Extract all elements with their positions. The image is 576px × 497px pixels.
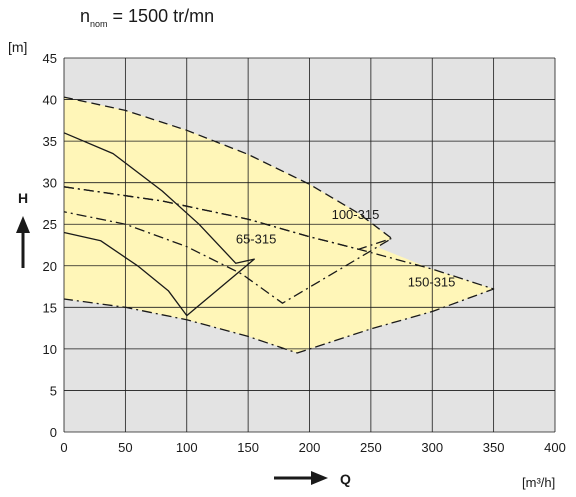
title-subscript: nom [90, 19, 108, 29]
x-tick-label: 50 [118, 440, 132, 455]
series-line-65-315 [63, 132, 255, 317]
x-axis-label: Q [340, 471, 351, 487]
y-axis-arrow-head [16, 216, 30, 233]
y-tick-label: 5 [50, 383, 57, 398]
y-tick-label: 40 [43, 93, 57, 108]
series-line-150-315 [63, 186, 495, 354]
x-tick-label: 400 [544, 440, 566, 455]
axis-labels: [m] H Q [m³/h] [8, 39, 555, 490]
chart-title: nnom = 1500 tr/mn [80, 6, 215, 29]
x-tick-label: 150 [237, 440, 259, 455]
series-label-100-315: 100-315 [332, 207, 380, 222]
title-symbol: n [80, 6, 91, 26]
y-tick-label: 25 [43, 217, 57, 232]
x-axis-arrow-head [311, 471, 328, 485]
operating-region-fill [64, 97, 494, 353]
title-text: = 1500 tr/mn [107, 6, 215, 26]
x-tick-label: 250 [360, 440, 382, 455]
series-label-65-315: 65-315 [236, 231, 276, 246]
y-axis-label: H [18, 190, 28, 206]
y-tick-label: 15 [43, 300, 57, 315]
y-tick-label: 0 [50, 425, 57, 440]
y-tick-label: 20 [43, 259, 57, 274]
x-tick-label: 200 [299, 440, 321, 455]
series-layer: 65-315 100-315 150-315 [63, 96, 495, 354]
y-tick-label: 10 [43, 342, 57, 357]
y-tick-label: 45 [43, 51, 57, 66]
x-tick-label: 100 [176, 440, 198, 455]
y-axis-unit: [m] [8, 39, 27, 55]
x-tick-label: 0 [60, 440, 67, 455]
y-tick-label: 35 [43, 134, 57, 149]
series-line-envelope [63, 96, 393, 239]
x-tick-label: 300 [421, 440, 443, 455]
x-tick-label: 350 [483, 440, 505, 455]
series-label-150-315: 150-315 [408, 275, 456, 290]
tick-labels: 0 50 100 150 200 250 300 350 400 0 5 10 15 20 25 30 35 40… [43, 51, 566, 455]
series-line-100-315 [63, 186, 393, 304]
operating-region [64, 97, 494, 353]
y-tick-label: 30 [43, 176, 57, 191]
grid [63, 57, 556, 433]
x-axis-unit: [m³/h] [522, 475, 555, 490]
